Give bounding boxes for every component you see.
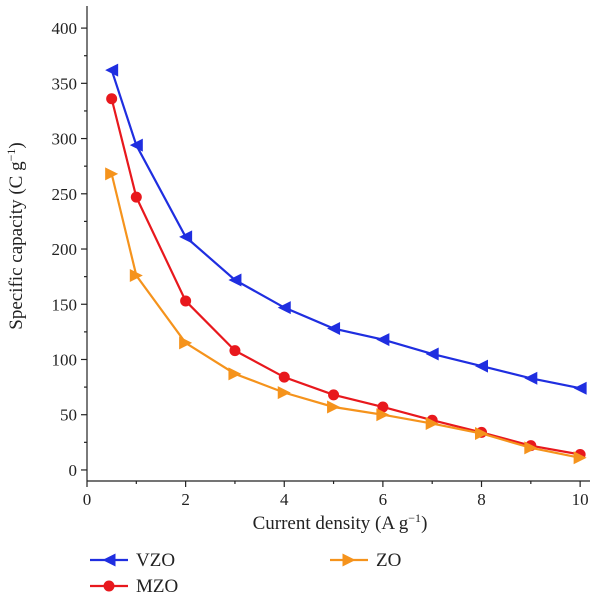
- data-point-vzo: [425, 347, 439, 361]
- data-point-vzo: [524, 371, 538, 385]
- legend-label-mzo: MZO: [136, 576, 178, 597]
- data-point-zo: [327, 400, 341, 414]
- data-point-mzo: [180, 295, 192, 307]
- data-point-zo: [277, 386, 291, 400]
- y-tick-label: 150: [52, 295, 78, 314]
- x-tick-label: 10: [572, 490, 589, 509]
- legend-marker-mzo: [103, 580, 115, 592]
- data-point-zo: [573, 451, 587, 465]
- data-point-zo: [129, 269, 143, 283]
- legend-marker-zo: [342, 553, 356, 567]
- x-tick-label: 6: [379, 490, 388, 509]
- series-vzo: [105, 63, 587, 395]
- legend-label-zo: ZO: [376, 550, 401, 571]
- data-point-vzo: [179, 230, 193, 244]
- y-tick-label: 250: [52, 185, 78, 204]
- data-point-zo: [105, 167, 119, 181]
- legend-item-vzo: VZO: [90, 550, 175, 571]
- x-tick-label: 0: [83, 490, 92, 509]
- legend-label-vzo: VZO: [136, 550, 175, 571]
- x-tick-label: 2: [181, 490, 190, 509]
- legend: VZO MZO ZO: [90, 550, 401, 597]
- x-tick-label: 8: [477, 490, 486, 509]
- data-point-vzo: [573, 381, 587, 395]
- data-point-mzo: [278, 371, 290, 383]
- data-point-vzo: [129, 138, 143, 152]
- data-point-mzo: [229, 345, 241, 357]
- series-mzo: [106, 93, 586, 460]
- data-point-zo: [524, 441, 538, 455]
- data-point-mzo: [130, 191, 142, 203]
- data-point-zo: [228, 367, 242, 381]
- y-tick-label: 200: [52, 240, 78, 259]
- data-point-vzo: [376, 333, 390, 347]
- data-point-vzo: [277, 301, 291, 315]
- y-tick-label: 50: [60, 406, 77, 425]
- data-point-mzo: [377, 401, 389, 413]
- data-point-zo: [425, 417, 439, 431]
- y-tick-label: 0: [69, 461, 78, 480]
- series-line-mzo: [110, 98, 581, 456]
- x-axis-title: Current density (A g−1): [253, 511, 428, 534]
- y-tick-label: 350: [52, 74, 78, 93]
- series-zo: [105, 167, 587, 465]
- series-layer: [105, 63, 587, 465]
- data-point-vzo: [327, 322, 341, 336]
- data-point-zo: [376, 408, 390, 422]
- data-point-mzo: [106, 93, 118, 105]
- data-point-zo: [179, 336, 193, 350]
- y-axis-title: Specific capacity (C g−1): [4, 142, 27, 329]
- legend-item-mzo: MZO: [90, 576, 178, 597]
- y-tick-label: 100: [52, 350, 78, 369]
- data-point-vzo: [105, 63, 119, 77]
- legend-marker-vzo: [102, 553, 116, 567]
- data-point-vzo: [475, 359, 489, 373]
- data-point-vzo: [228, 273, 242, 287]
- legend-item-zo: ZO: [330, 550, 401, 571]
- data-point-mzo: [328, 389, 340, 401]
- y-tick-label: 400: [52, 19, 78, 38]
- data-point-zo: [475, 427, 489, 440]
- series-line-zo: [110, 173, 581, 459]
- x-tick-label: 4: [280, 490, 289, 509]
- y-tick-label: 300: [52, 130, 78, 149]
